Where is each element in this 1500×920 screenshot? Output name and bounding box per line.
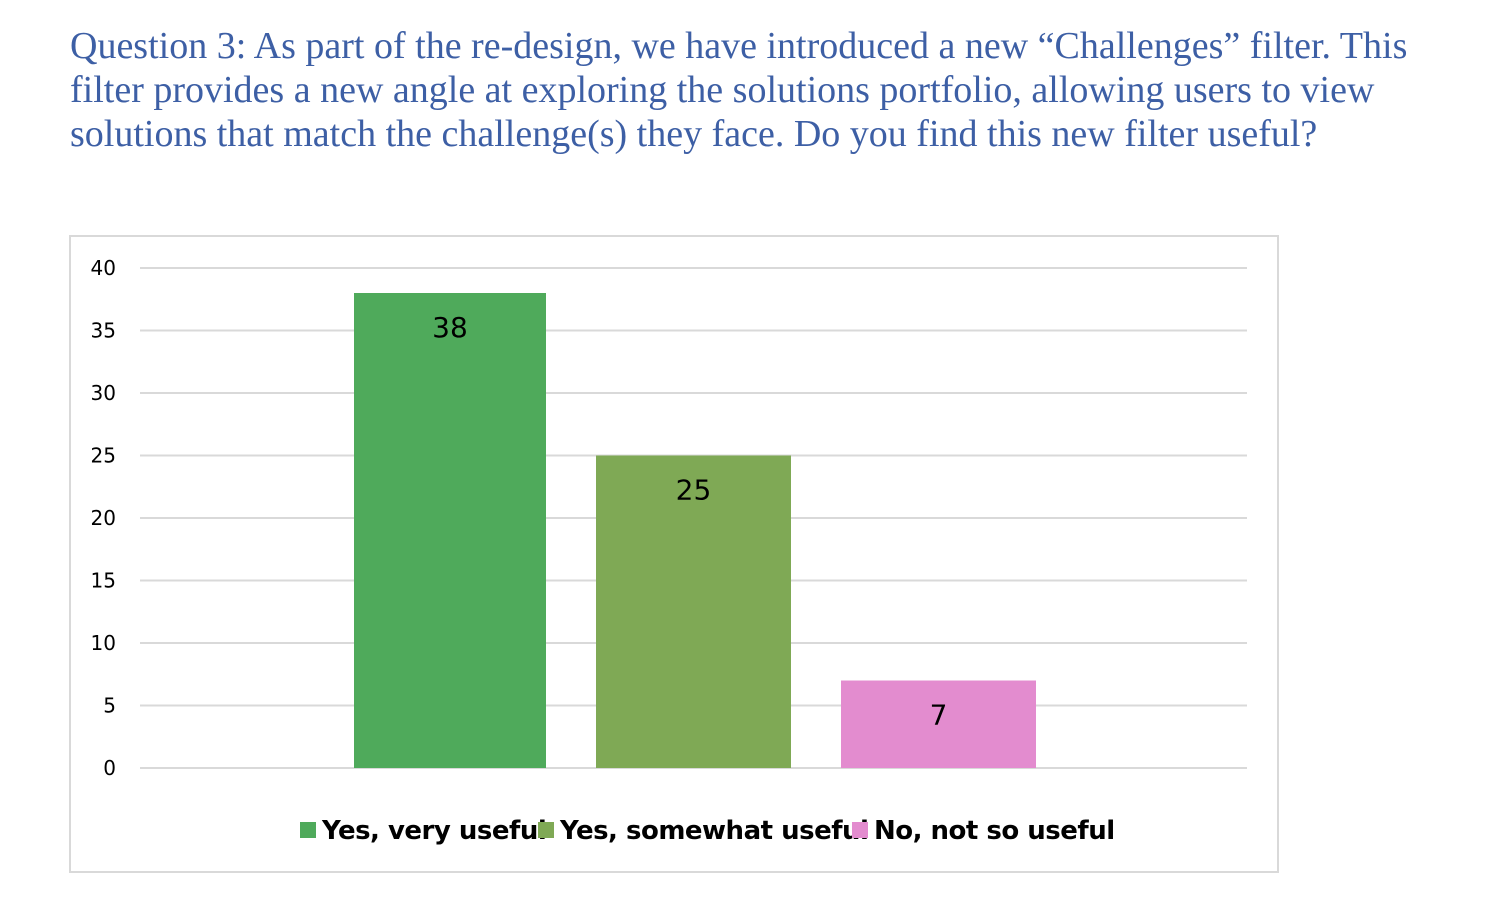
bars bbox=[354, 293, 1036, 768]
y-tick-label: 40 bbox=[91, 256, 116, 280]
legend-label: Yes, very useful bbox=[321, 816, 546, 846]
y-tick-label: 10 bbox=[91, 631, 116, 655]
legend-label: No, not so useful bbox=[874, 816, 1115, 846]
bar-1 bbox=[354, 293, 546, 768]
data-labels: 38 25 7 bbox=[432, 311, 947, 732]
y-tick-label: 35 bbox=[91, 319, 116, 343]
data-label: 25 bbox=[676, 474, 712, 507]
y-tick-label: 15 bbox=[91, 569, 116, 593]
legend-swatch bbox=[852, 822, 868, 838]
y-tick-label: 30 bbox=[91, 381, 116, 405]
y-axis-ticks: 0 5 10 15 20 25 30 35 40 bbox=[91, 256, 116, 780]
bar-3 bbox=[841, 680, 1036, 768]
y-tick-label: 25 bbox=[91, 444, 116, 468]
y-tick-label: 0 bbox=[103, 756, 116, 780]
data-label: 7 bbox=[930, 699, 948, 732]
legend-label: Yes, somewhat useful bbox=[559, 816, 868, 846]
bar-2 bbox=[596, 455, 791, 768]
legend-swatch bbox=[538, 822, 554, 838]
legend-swatch bbox=[300, 822, 316, 838]
y-tick-label: 5 bbox=[103, 694, 116, 718]
data-label: 38 bbox=[432, 311, 468, 344]
question-text: Question 3: As part of the re-design, we… bbox=[70, 25, 1408, 155]
y-tick-label: 20 bbox=[91, 506, 116, 530]
legend: Yes, very useful Yes, somewhat useful No, … bbox=[300, 816, 1115, 846]
